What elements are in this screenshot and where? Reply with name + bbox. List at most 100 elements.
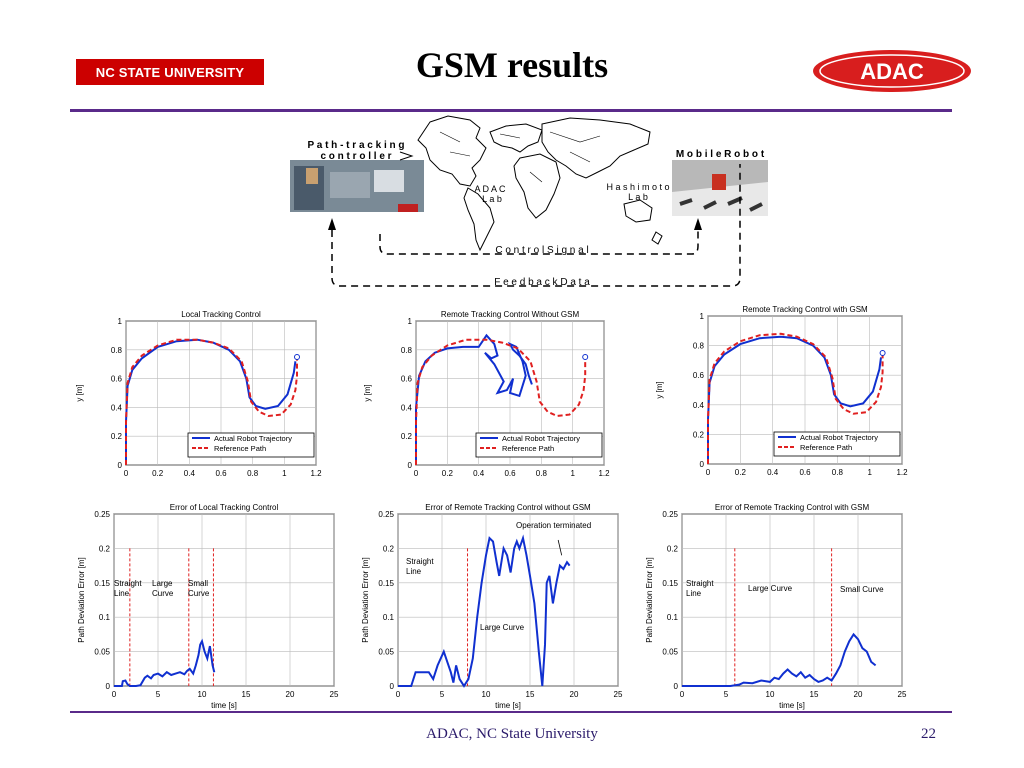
- y-tick-label: 0.05: [662, 648, 678, 657]
- x-tick-label: 0.8: [536, 469, 548, 478]
- y-tick-label: 0.1: [383, 613, 395, 622]
- chart-title: Error of Local Tracking Control: [170, 503, 279, 512]
- arrow-icon: [328, 218, 702, 230]
- hashimoto-lab-label: L a b: [628, 192, 648, 202]
- x-tick-label: 0.6: [504, 469, 516, 478]
- y-tick-label: 0.25: [94, 510, 110, 519]
- y-tick-label: 0.8: [111, 346, 123, 355]
- y-tick-label: 0.15: [662, 579, 678, 588]
- y-tick-label: 0: [106, 682, 111, 691]
- x-tick-label: 15: [242, 690, 251, 699]
- y-tick-label: 1: [408, 317, 413, 326]
- x-tick-label: 15: [526, 690, 535, 699]
- annotation-text: Large: [152, 579, 173, 588]
- y-tick-label: 0: [674, 682, 679, 691]
- x-tick-label: 20: [286, 690, 295, 699]
- adac-lab-label: A D A C: [474, 184, 506, 194]
- remote-tracking-with-gsm-chart: 0 0.2 0.4 0.6 0.8 1 1.2 0 0.2 0.4 0.6 0.8 1 Remote Tr…: [655, 305, 908, 477]
- y-tick-label: 0: [700, 460, 705, 469]
- y-tick-label: 0.1: [99, 613, 111, 622]
- x-tick-label: 1: [867, 468, 872, 477]
- y-tick-label: 0: [118, 461, 123, 470]
- x-tick-label: 5: [156, 690, 161, 699]
- x-tick-label: 0.2: [152, 469, 164, 478]
- y-tick-label: 0.05: [94, 648, 110, 657]
- y-tick-label: 0.25: [378, 510, 394, 519]
- series-line: [682, 632, 877, 687]
- series-line: [114, 638, 216, 687]
- y-axis-label: Path Deviation Error [m]: [645, 557, 654, 642]
- slide-title: GSM results: [415, 45, 609, 85]
- world-map-icon: [417, 115, 663, 252]
- y-tick-label: 0.8: [401, 346, 413, 355]
- x-tick-label: 10: [766, 690, 775, 699]
- y-tick-label: 0.2: [383, 544, 395, 553]
- feedback-data-label: F e e d b a c k D a t a: [494, 277, 590, 288]
- system-diagram: P a t h - t r a c k i n g c o n t r o l …: [290, 115, 768, 288]
- y-tick-label: 0.4: [111, 403, 123, 412]
- x-tick-label: 20: [854, 690, 863, 699]
- chart-title: Local Tracking Control: [181, 310, 261, 319]
- chart-title: Remote Tracking Control Without GSM: [441, 310, 580, 319]
- series-line: [415, 333, 533, 465]
- y-tick-label: 0.15: [378, 579, 394, 588]
- y-tick-label: 0.4: [401, 403, 413, 412]
- legend-entry: Reference Path: [214, 444, 266, 453]
- x-tick-label: 25: [330, 690, 339, 699]
- legend-entry: Actual Robot Trajectory: [214, 434, 292, 443]
- local-error-chart: 0 5 10 15 20 25 0 0.05 0.1 0.15 0.2 0.25 Error of Lo…: [77, 503, 339, 710]
- x-tick-label: 5: [440, 690, 445, 699]
- annotation-text: Line: [686, 589, 702, 598]
- x-tick-label: 0.8: [247, 469, 259, 478]
- x-tick-label: 0.8: [832, 468, 844, 477]
- path-tracking-controller-label: P a t h - t r a c k i n g: [307, 140, 404, 151]
- x-tick-label: 0.6: [799, 468, 811, 477]
- annotation-text: Operation terminated: [516, 521, 591, 530]
- y-tick-label: 0.6: [693, 371, 705, 380]
- annotation-text: Straight: [406, 557, 434, 566]
- x-tick-label: 1: [570, 469, 575, 478]
- legend-entry: Reference Path: [800, 443, 852, 452]
- series-line: [125, 338, 298, 465]
- mobile-robot-label: M o b i l e R o b o t: [676, 149, 765, 160]
- series-line: [398, 534, 571, 688]
- x-tick-label: 0.4: [473, 469, 485, 478]
- footer-text: ADAC, NC State University: [426, 726, 598, 742]
- annotation-text: Large Curve: [748, 584, 793, 593]
- y-axis-label: y [m]: [75, 384, 84, 401]
- y-tick-label: 0.05: [378, 648, 394, 657]
- y-axis-label: Path Deviation Error [m]: [361, 557, 370, 642]
- x-tick-label: 1.2: [896, 468, 908, 477]
- series-line: [707, 332, 884, 464]
- y-tick-label: 0.15: [94, 579, 110, 588]
- plot-area: [681, 513, 903, 687]
- y-tick-label: 0.1: [667, 613, 679, 622]
- annotation-text: Straight: [686, 579, 714, 588]
- y-tick-label: 1: [700, 312, 705, 321]
- plot-area: [397, 513, 619, 687]
- control-signal-label: C o n t r o l S i g n a l: [495, 245, 588, 256]
- x-tick-label: 20: [570, 690, 579, 699]
- x-tick-label: 0.2: [735, 468, 747, 477]
- x-tick-label: 15: [810, 690, 819, 699]
- adac-logo: ADAC: [813, 50, 971, 92]
- remote-error-without-gsm-chart: 0 5 10 15 20 25 0 0.05 0.1 0.15 0.2 0.25 Error of Re…: [361, 503, 623, 710]
- x-tick-label: 1.2: [598, 469, 610, 478]
- x-axis-label: time [s]: [211, 701, 237, 710]
- chart-title: Remote Tracking Control with GSM: [742, 305, 868, 314]
- controller-photo: [290, 160, 424, 212]
- y-tick-label: 0.6: [111, 375, 123, 384]
- x-tick-label: 25: [614, 690, 623, 699]
- x-tick-label: 1.2: [310, 469, 322, 478]
- endpoint-marker: [879, 350, 886, 356]
- annotation-text: Line: [114, 589, 130, 598]
- y-tick-label: 0.2: [693, 430, 705, 439]
- y-tick-label: 0: [408, 461, 413, 470]
- x-tick-label: 0: [396, 690, 401, 699]
- x-tick-label: 0.4: [184, 469, 196, 478]
- y-tick-label: 0.2: [667, 544, 679, 553]
- remote-tracking-without-gsm-chart: 0 0.2 0.4 0.6 0.8 1 1.2 0 0.2 0.4 0.6 0.8 1 Remote Tr…: [363, 310, 610, 478]
- chart-title: Error of Remote Tracking Control with GS…: [715, 503, 870, 512]
- x-tick-label: 0: [112, 690, 117, 699]
- x-tick-label: 10: [198, 690, 207, 699]
